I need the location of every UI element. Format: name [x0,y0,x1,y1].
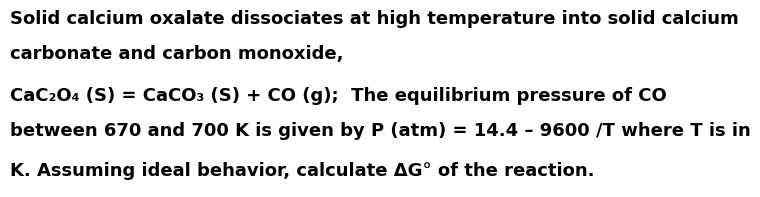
Text: carbonate and carbon monoxide,: carbonate and carbon monoxide, [10,45,344,63]
Text: between 670 and 700 K is given by P (atm) = 14.4 – 9600 /T where T is in: between 670 and 700 K is given by P (atm… [10,122,751,140]
Text: Solid calcium oxalate dissociates at high temperature into solid calcium: Solid calcium oxalate dissociates at hig… [10,10,739,28]
Text: K. Assuming ideal behavior, calculate ΔG° of the reaction.: K. Assuming ideal behavior, calculate ΔG… [10,162,594,179]
Text: CaC₂O₄ (S) = CaCO₃ (S) + CO (g);  The equilibrium pressure of CO: CaC₂O₄ (S) = CaCO₃ (S) + CO (g); The equ… [10,87,667,105]
